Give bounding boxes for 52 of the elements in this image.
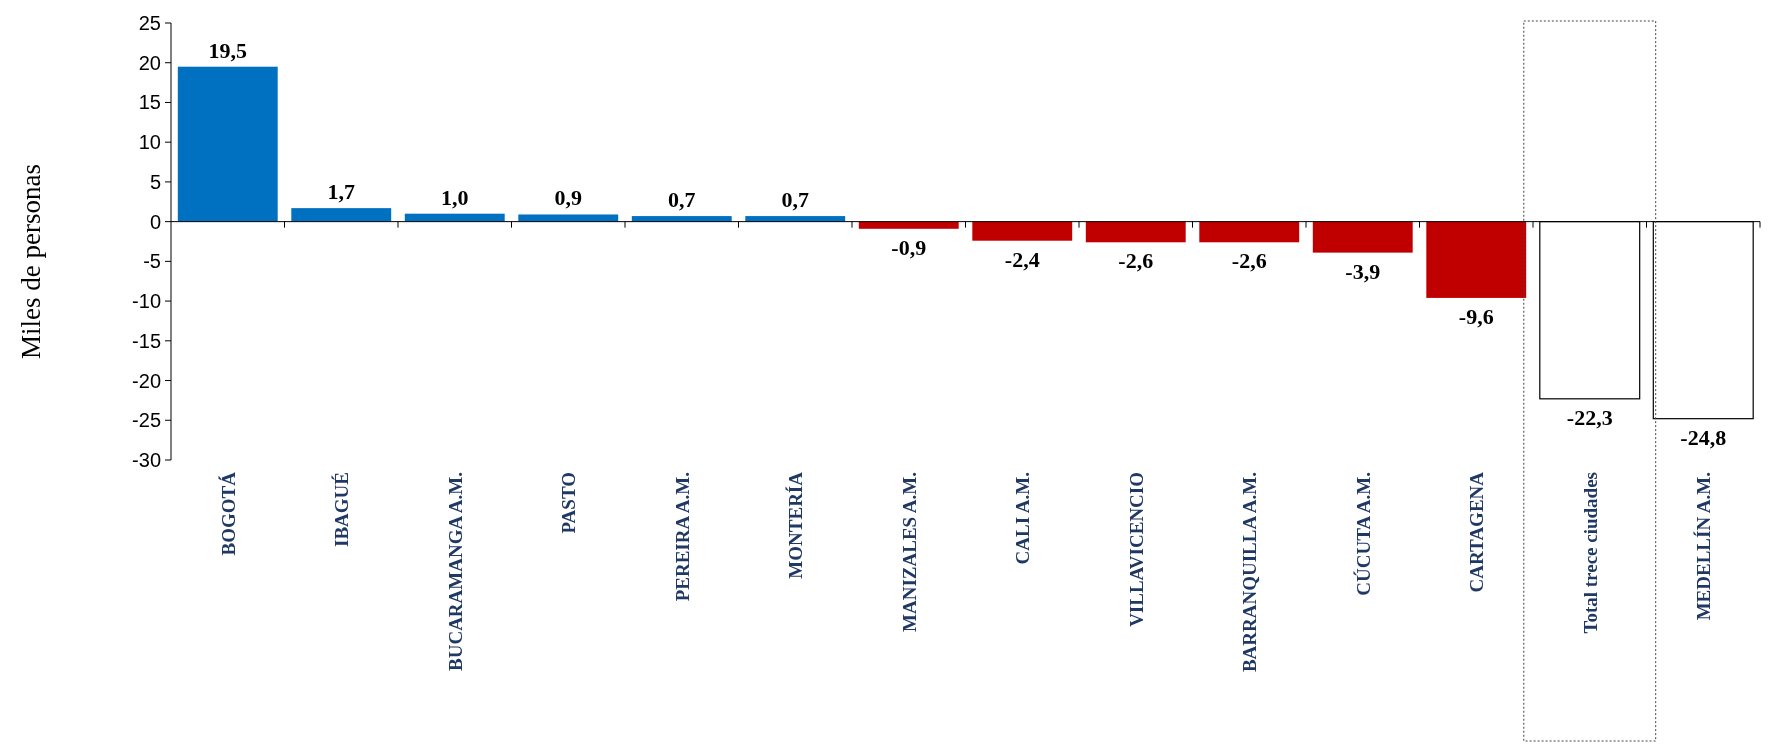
x-tick-label: BUCARAMANGA A.M. <box>444 472 466 671</box>
bar <box>518 214 619 222</box>
bar <box>177 66 278 222</box>
x-tick-label: CALI A.M. <box>1012 472 1034 565</box>
data-label: 0,9 <box>554 185 582 211</box>
x-tick-label: VILLAVICENCIO <box>1125 472 1147 627</box>
x-tick-label: MEDELLÍN A.M. <box>1693 472 1715 621</box>
bar <box>1199 221 1300 243</box>
bar <box>631 216 732 222</box>
y-tick-label: 15 <box>138 91 161 114</box>
x-tick-label: BOGOTÁ <box>217 471 239 556</box>
data-label: 1,0 <box>441 184 469 210</box>
bar <box>291 208 392 222</box>
data-label: 0,7 <box>781 187 809 213</box>
y-tick-label: -25 <box>132 409 161 432</box>
bar <box>745 216 846 222</box>
y-tick-label: 5 <box>149 170 161 193</box>
data-label: -2,4 <box>1004 246 1040 272</box>
data-label: 1,7 <box>327 179 355 205</box>
x-tick-label: PASTO <box>558 472 580 534</box>
data-label: -24,8 <box>1680 424 1727 450</box>
y-tick-label: -5 <box>143 250 161 273</box>
y-tick-label: 10 <box>138 131 161 154</box>
x-tick-label: MANIZALES A.M. <box>898 472 920 632</box>
y-axis-title: Miles de personas <box>16 164 46 359</box>
data-label: 19,5 <box>208 37 247 63</box>
bar <box>1426 221 1527 298</box>
x-tick-label: BARRANQUILLA A.M. <box>1239 472 1261 673</box>
data-label: -3,9 <box>1345 258 1381 284</box>
bar <box>858 221 959 229</box>
x-tick-label: CARTAGENA <box>1466 471 1488 593</box>
x-tick-label: Total trece ciudades <box>1579 472 1601 634</box>
bar <box>972 221 1073 241</box>
y-tick-label: -10 <box>132 290 161 313</box>
data-label: -9,6 <box>1458 303 1494 329</box>
data-label: -22,3 <box>1566 404 1613 430</box>
data-label: 0,7 <box>668 187 696 213</box>
bar <box>1312 221 1413 253</box>
data-label: -2,6 <box>1231 248 1267 274</box>
y-tick-label: -30 <box>132 449 161 471</box>
x-tick-label: IBAGUÉ <box>331 472 353 547</box>
y-tick-label: 20 <box>138 51 161 74</box>
y-tick-label: 25 <box>138 12 161 34</box>
data-label: -0,9 <box>891 234 927 260</box>
y-tick-label: -20 <box>132 369 161 392</box>
x-tick-label: MONTERÍA <box>785 471 807 579</box>
x-tick-label: CÚCUTA A.M. <box>1352 472 1374 596</box>
x-tick-label: PEREIRA A.M. <box>671 472 693 602</box>
y-tick-label: 0 <box>149 210 161 233</box>
data-label: -2,6 <box>1118 248 1154 274</box>
bar <box>1085 221 1186 243</box>
y-tick-label: -15 <box>132 329 161 352</box>
